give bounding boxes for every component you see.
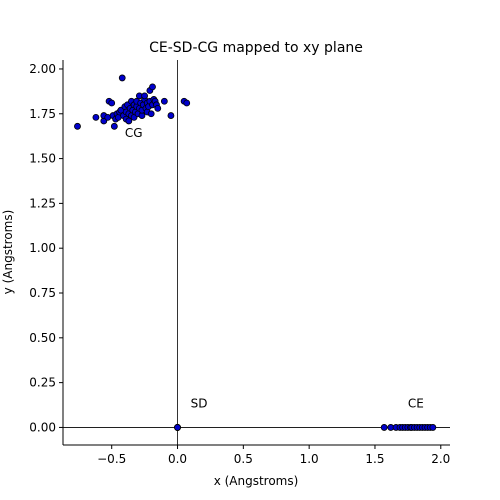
data-point — [110, 122, 118, 130]
y-tick-label: 1.75 — [29, 107, 56, 121]
data-point — [149, 83, 156, 91]
annotation-ce: CE — [408, 397, 424, 411]
y-tick-label: 0.50 — [29, 331, 56, 345]
data-points — [74, 74, 437, 431]
data-point — [74, 122, 81, 130]
data-point — [167, 112, 175, 119]
y-tick-label: 1.50 — [29, 152, 56, 166]
x-tick-label: 2.0 — [431, 452, 450, 466]
data-point — [118, 74, 126, 82]
y-tick-label: 1.25 — [29, 196, 56, 210]
data-point — [183, 99, 191, 107]
data-point — [380, 424, 388, 431]
y-axis-label: y (Angstroms) — [1, 210, 15, 295]
y-tick-label: 1.00 — [29, 241, 56, 255]
data-point — [125, 117, 133, 125]
x-tick-label: −0.5 — [97, 452, 126, 466]
annotation-sd: SD — [191, 397, 208, 411]
data-point — [160, 97, 168, 105]
data-point — [154, 104, 162, 112]
x-axis-ticks: −0.5 0.0 0.5 1.0 1.5 2.0 — [97, 445, 450, 466]
x-tick-label: 0.0 — [168, 452, 187, 466]
x-tick-label: 1.5 — [365, 452, 384, 466]
annotation-cg: CG — [125, 126, 143, 140]
x-axis-label: x (Angstroms) — [214, 474, 299, 488]
data-point — [147, 110, 155, 118]
chart-title: CE-SD-CG mapped to xy plane — [149, 40, 363, 56]
y-axis-ticks: 0.00 0.25 0.50 0.75 1.00 1.25 1.50 1.75 2.00 — [29, 62, 63, 434]
x-tick-label: 1.0 — [300, 452, 319, 466]
data-point — [92, 113, 100, 121]
data-point — [141, 92, 149, 100]
y-tick-label: 0.25 — [29, 376, 56, 390]
y-tick-label: 2.00 — [29, 62, 56, 76]
data-point — [429, 424, 437, 431]
data-point — [174, 424, 181, 431]
x-tick-label: 0.5 — [234, 452, 253, 466]
y-tick-label: 0.00 — [29, 420, 56, 434]
point-annotations: CG SD CE — [125, 126, 424, 411]
y-tick-label: 0.75 — [29, 286, 56, 300]
data-point — [108, 99, 116, 107]
